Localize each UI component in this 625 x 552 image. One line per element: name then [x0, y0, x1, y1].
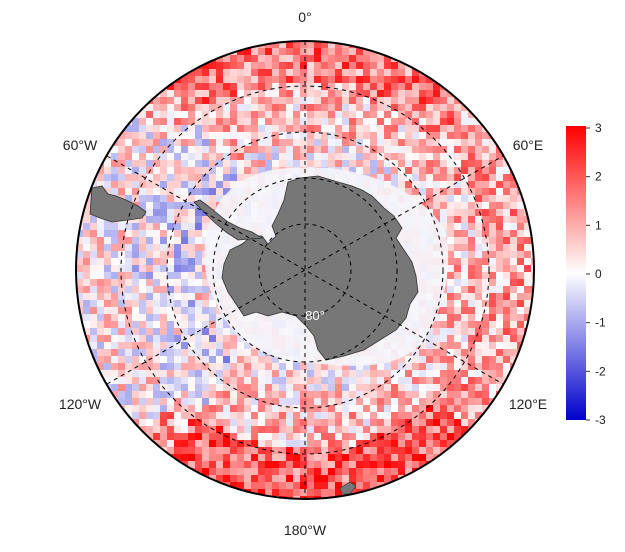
lon-label-0: 0°	[298, 9, 311, 25]
colorbar-tick-label: -1	[595, 316, 606, 330]
lon-label-60w: 60°W	[63, 137, 98, 153]
lon-label-120e: 120°E	[509, 396, 547, 412]
colorbar-tick-label: -2	[595, 364, 606, 378]
map-boundary	[75, 40, 535, 500]
colorbar: 3 2 1 0 -1 -2 -3	[566, 121, 606, 427]
lat-label-80: 80°	[305, 308, 325, 323]
antarctic-peninsula	[193, 199, 264, 241]
colorbar-tick-label: 2	[595, 170, 602, 184]
island-bottom	[339, 481, 357, 495]
graticule	[106, 41, 504, 499]
lon-label-120w: 120°W	[59, 396, 102, 412]
colorbar-tick-label: 0	[595, 267, 602, 281]
colorbar-tick-label: 1	[595, 218, 602, 232]
colorbar-gradient	[566, 126, 586, 420]
lon-label-180w: 180°W	[284, 522, 327, 538]
south-america-tip	[89, 185, 147, 223]
lon-label-60e: 60°E	[513, 137, 544, 153]
colorbar-tick-label: 3	[595, 121, 602, 135]
colorbar-tick-label: -3	[595, 413, 606, 427]
